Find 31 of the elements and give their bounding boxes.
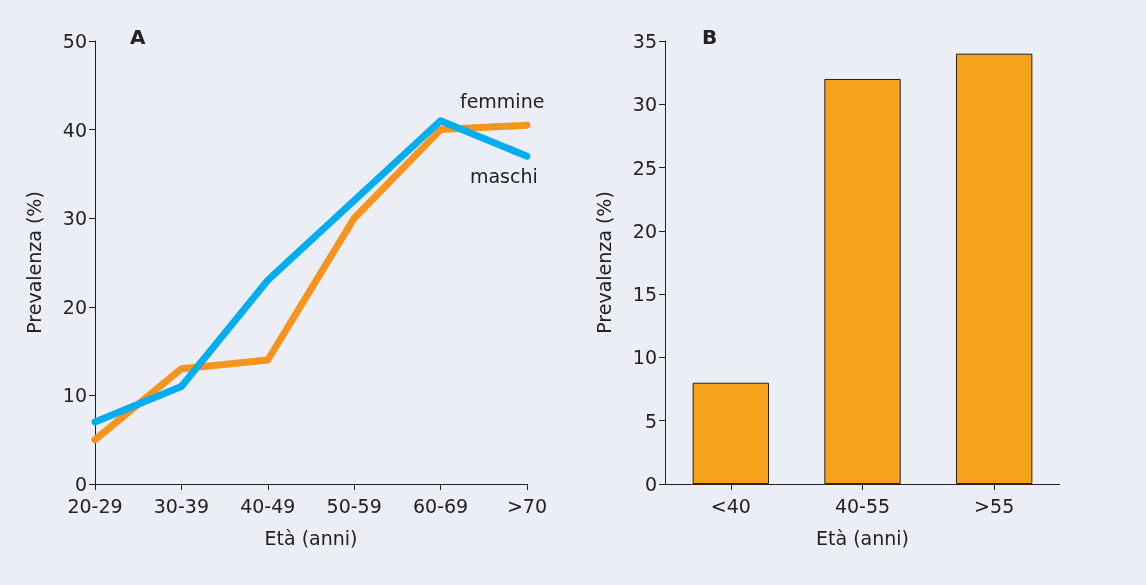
y-tick-label: 20 <box>632 219 657 242</box>
y-tick-label: 0 <box>644 473 657 495</box>
y-tick-label: 35 <box>632 30 657 52</box>
chart-title: A <box>130 25 146 49</box>
y-tick-label: 0 <box>74 473 87 495</box>
y-tick-label: 30 <box>632 93 657 116</box>
x-tick-label: <40 <box>710 494 751 517</box>
x-axis-title: Età (anni) <box>816 526 909 549</box>
chart-title: B <box>702 25 718 49</box>
y-tick-label: 30 <box>62 207 87 230</box>
x-tick-label: 60-69 <box>412 494 469 517</box>
y-tick-label: 20 <box>62 295 87 318</box>
x-tick-label: 50-59 <box>326 494 382 517</box>
y-tick-label: 25 <box>632 156 657 179</box>
x-tick-label: 40-49 <box>240 494 296 517</box>
y-tick-label: 15 <box>632 283 657 306</box>
y-tick-label: 10 <box>62 384 87 407</box>
y-tick-label: 5 <box>644 409 657 432</box>
series-label: maschi <box>469 165 538 188</box>
x-tick-label: >70 <box>506 494 548 517</box>
x-tick-label: 30-39 <box>153 494 209 517</box>
x-axis-title: Età (anni) <box>264 526 358 549</box>
y-tick-label: 10 <box>632 346 657 369</box>
x-tick-label: 40-55 <box>834 494 891 517</box>
series-label: femmine <box>459 90 545 113</box>
y-tick-label: 50 <box>62 30 87 52</box>
x-tick-label: >55 <box>974 494 1015 517</box>
y-axis-title: Prevalenza (%) <box>22 191 45 334</box>
y-tick-label: 40 <box>62 118 87 141</box>
x-tick-label: 20-29 <box>67 494 123 517</box>
y-axis-title: Prevalenza (%) <box>592 191 615 334</box>
